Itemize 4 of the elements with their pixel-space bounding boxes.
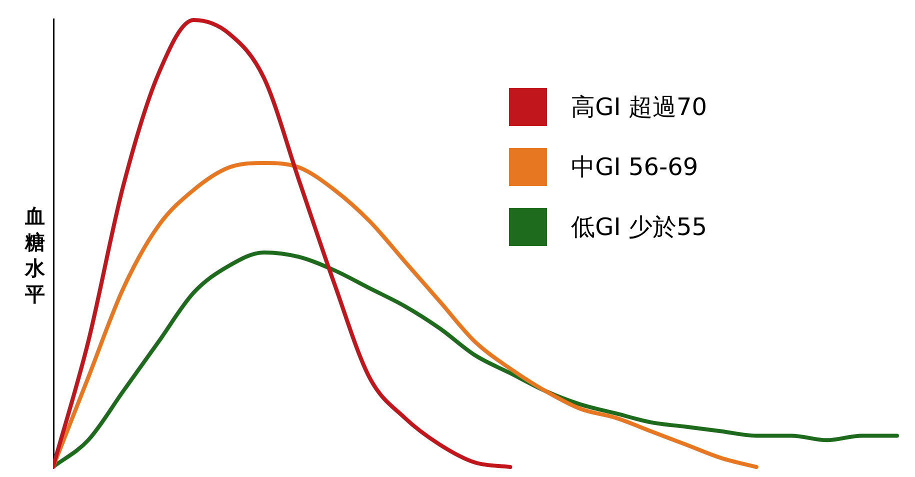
legend-label: 中GI 56-69 — [571, 152, 698, 183]
legend-label: 高GI 超過70 — [571, 92, 707, 123]
legend-label: 低GI 少於55 — [571, 212, 707, 243]
y-axis-title: 血糖水平 — [24, 203, 46, 307]
